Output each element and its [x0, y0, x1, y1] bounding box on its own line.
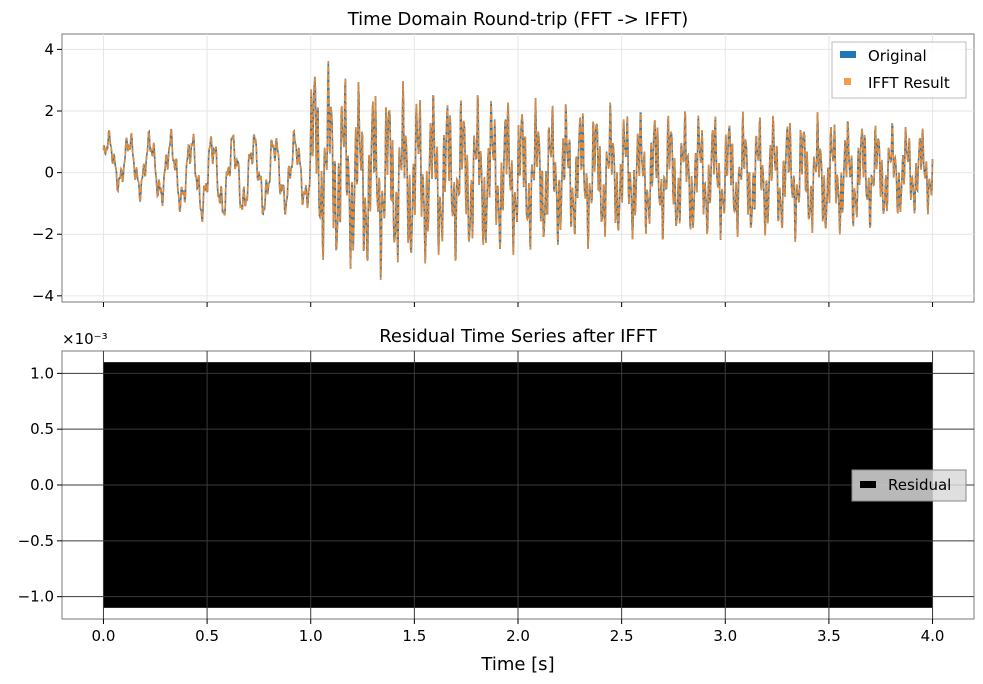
bottom-panel: 0.0 0.5 1.0 1.5 2.0 2.5 3.0 3.5 4.0 −1.0 −0.5 0.0 0.…	[18, 326, 975, 675]
y-tick-label: 4	[44, 40, 54, 58]
y-tick-label: 0.5	[30, 420, 54, 438]
x-tick-label: 2.5	[610, 627, 634, 645]
legend-label-ifft: IFFT Result	[868, 74, 950, 92]
bottom-grid	[62, 351, 974, 619]
bottom-legend: Residual	[851, 469, 967, 502]
y-tick-label: −4	[32, 287, 54, 305]
legend-label-original: Original	[868, 47, 927, 65]
legend-swatch-original	[840, 51, 856, 58]
bottom-ticks: 0.0 0.5 1.0 1.5 2.0 2.5 3.0 3.5 4.0 −1.0 −0.5 0.0 0.…	[18, 364, 945, 645]
legend-swatch-ifft	[844, 78, 851, 85]
x-tick-label: 2.0	[506, 627, 530, 645]
top-title: Time Domain Round-trip (FFT -> IFFT)	[347, 9, 689, 30]
y-tick-label: −1.0	[18, 588, 54, 606]
y-tick-label: 1.0	[30, 364, 54, 382]
x-tick-label: 0.0	[92, 627, 116, 645]
bottom-title: Residual Time Series after IFFT	[379, 326, 658, 347]
top-signal	[102, 61, 934, 280]
y-tick-label: −0.5	[18, 532, 54, 550]
series-ifft-line	[102, 61, 934, 280]
top-ticks: −4 −2 0 2 4	[32, 40, 934, 307]
x-axis-label: Time [s]	[480, 654, 554, 675]
y-tick-label: 0.0	[30, 476, 54, 494]
top-legend: Original IFFT Result	[831, 41, 967, 99]
x-tick-label: 1.5	[402, 627, 426, 645]
x-tick-label: 3.5	[817, 627, 841, 645]
top-panel: −4 −2 0 2 4 Time Domain Round-trip (FFT -> I…	[32, 9, 975, 307]
x-tick-label: 0.5	[195, 627, 219, 645]
x-tick-label: 1.0	[299, 627, 323, 645]
bottom-scale-label: ×10⁻³	[62, 330, 108, 348]
x-tick-label: 4.0	[921, 627, 945, 645]
y-tick-label: −2	[32, 225, 54, 243]
legend-swatch-residual	[860, 481, 876, 488]
y-tick-label: 0	[44, 164, 54, 182]
x-tick-label: 3.0	[713, 627, 737, 645]
legend-label-residual: Residual	[888, 476, 951, 494]
y-tick-label: 2	[44, 102, 54, 120]
